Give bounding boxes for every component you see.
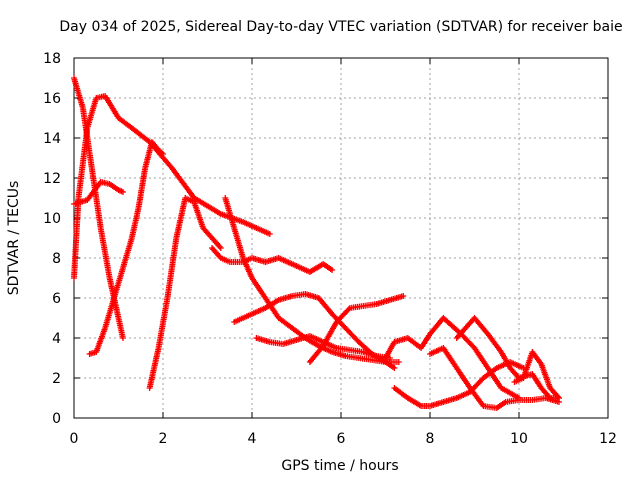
series-s5 bbox=[146, 195, 224, 391]
x-tick-label: 10 bbox=[510, 431, 528, 447]
series-markers bbox=[511, 349, 562, 401]
y-tick-label: 2 bbox=[52, 371, 61, 387]
x-tick-label: 4 bbox=[248, 431, 257, 447]
y-tick-label: 16 bbox=[43, 91, 61, 107]
y-tick-label: 6 bbox=[52, 291, 61, 307]
x-axis-label: GPS time / hours bbox=[281, 458, 398, 474]
y-tick-label: 18 bbox=[43, 51, 61, 67]
series-markers bbox=[253, 333, 393, 361]
series-markers bbox=[209, 245, 336, 275]
y-axis-label: SDTVAR / TECUs bbox=[6, 181, 22, 296]
x-tick-label: 8 bbox=[426, 431, 435, 447]
y-tick-label: 14 bbox=[43, 131, 61, 147]
series-markers bbox=[71, 179, 126, 207]
x-tick-label: 6 bbox=[337, 431, 346, 447]
series-markers bbox=[86, 139, 166, 357]
series-s10 bbox=[306, 293, 407, 365]
y-tick-label: 0 bbox=[52, 411, 61, 427]
series-s3 bbox=[71, 179, 126, 207]
y-tick-label: 10 bbox=[43, 211, 61, 227]
y-tick-label: 12 bbox=[43, 171, 61, 187]
series-s6 bbox=[209, 245, 336, 275]
y-tick-label: 8 bbox=[52, 251, 61, 267]
x-tick-label: 2 bbox=[159, 431, 168, 447]
x-tick-label: 0 bbox=[70, 431, 79, 447]
series-markers bbox=[427, 345, 562, 411]
chart-title: Day 034 of 2025, Sidereal Day-to-day VTE… bbox=[59, 19, 622, 35]
series-markers bbox=[306, 293, 407, 365]
series-s4 bbox=[86, 139, 166, 357]
data-series bbox=[71, 75, 562, 411]
series-s15 bbox=[511, 349, 562, 401]
x-tick-label: 12 bbox=[599, 431, 617, 447]
series-s9 bbox=[253, 333, 393, 361]
series-markers bbox=[146, 195, 224, 391]
y-tick-label: 4 bbox=[52, 331, 61, 347]
series-s13 bbox=[427, 345, 562, 411]
axis-ticks: 0 2 4 6 8 10 12 0 2 4 6 8 10 12 14 16 18 bbox=[43, 51, 617, 447]
